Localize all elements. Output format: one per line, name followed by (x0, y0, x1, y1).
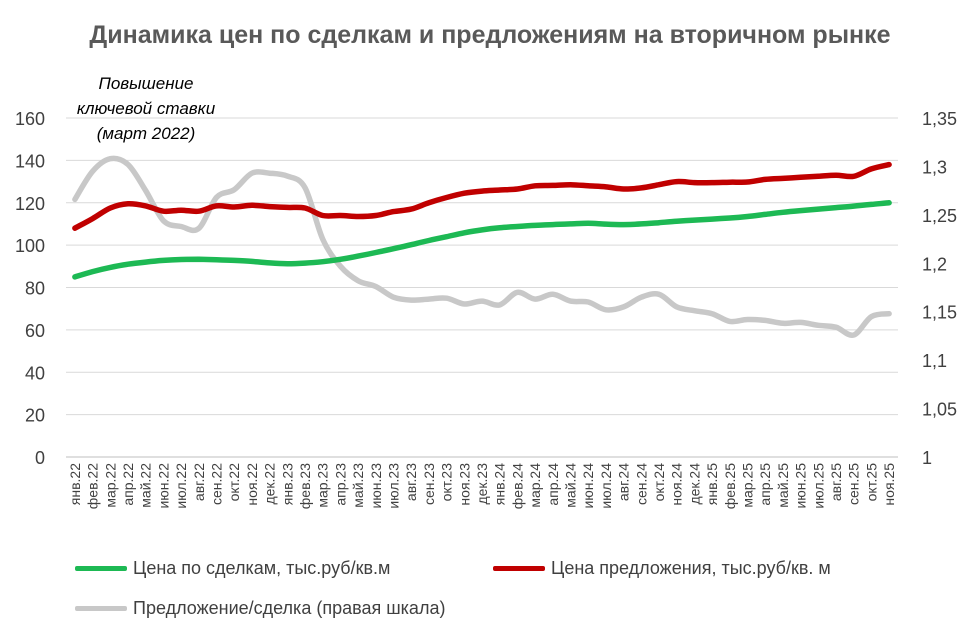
x-tick-label: июл.22 (173, 463, 189, 509)
x-tick-label: сен.23 (421, 463, 437, 505)
x-tick-label: фев.23 (297, 463, 313, 509)
x-tick-label: ноя.24 (669, 463, 685, 506)
y-right-tick-label: 1,3 (922, 157, 947, 177)
y-right-tick-label: 1,2 (922, 254, 947, 274)
legend-swatch (75, 566, 127, 571)
y-left-tick-label: 160 (15, 109, 45, 129)
x-tick-label: окт.25 (863, 463, 879, 502)
y-left-tick-label: 0 (35, 448, 45, 468)
x-tick-label: май.24 (563, 463, 579, 508)
y-left-tick-label: 20 (25, 406, 45, 426)
x-tick-label: июл.25 (810, 463, 826, 509)
legend-label: Цена предложения, тыс.руб/кв. м (551, 558, 831, 578)
x-tick-label: дек.24 (686, 463, 702, 505)
x-tick-label: ноя.23 (456, 463, 472, 506)
x-tick-label: сен.24 (633, 463, 649, 505)
x-tick-label: окт.24 (651, 463, 667, 502)
legend-swatch (493, 566, 545, 571)
y-left-tick-label: 120 (15, 194, 45, 214)
x-tick-label: апр.22 (120, 463, 136, 506)
x-tick-label: сен.25 (846, 463, 862, 505)
y-right-tick-label: 1,1 (922, 351, 947, 371)
y-right-tick-label: 1,35 (922, 109, 957, 129)
x-tick-label: июл.23 (385, 463, 401, 509)
x-tick-label: авг.22 (191, 463, 207, 501)
x-tick-label: фев.25 (722, 463, 738, 509)
y-left-tick-label: 80 (25, 279, 45, 299)
x-tick-label: фев.22 (85, 463, 101, 509)
chart-annotation: Повышение ключевой ставки (март 2022) (76, 74, 216, 143)
x-tick-label: май.23 (350, 463, 366, 508)
y-left-tick-label: 140 (15, 151, 45, 171)
chart-title: Динамика цен по сделкам и предложениям н… (89, 21, 891, 49)
series-line-0 (72, 200, 892, 280)
x-tick-label: авг.25 (828, 463, 844, 501)
x-tick-label: май.25 (775, 463, 791, 508)
x-tick-label: апр.24 (545, 463, 561, 506)
x-tick-label: янв.22 (67, 463, 83, 505)
series-line-1 (72, 161, 892, 231)
legend-label: Цена по сделкам, тыс.руб/кв.м (133, 558, 391, 578)
x-tick-label: мар.24 (527, 463, 543, 508)
x-tick-label: мар.22 (102, 463, 118, 508)
legend-label: Предложение/сделка (правая шкала) (133, 598, 446, 618)
y-right-tick-label: 1 (922, 448, 932, 468)
y-right-tick-label: 1,05 (922, 400, 957, 420)
series-line-2 (72, 155, 892, 338)
x-tick-label: апр.25 (757, 463, 773, 506)
y-left-tick-label: 100 (15, 236, 45, 256)
y-right-tick-label: 1,15 (922, 303, 957, 323)
x-tick-label: май.22 (138, 463, 154, 508)
x-tick-label: авг.24 (616, 463, 632, 501)
x-tick-label: июн.23 (368, 463, 384, 509)
x-tick-label: ноя.25 (881, 463, 897, 506)
x-tick-label: апр.23 (332, 463, 348, 506)
x-tick-label: июн.22 (155, 463, 171, 509)
x-tick-label: окт.23 (439, 463, 455, 502)
x-tick-label: июл.24 (598, 463, 614, 509)
x-tick-label: янв.24 (492, 463, 508, 505)
x-tick-label: июн.24 (580, 463, 596, 509)
x-tick-label: фев.24 (509, 463, 525, 509)
y-left-tick-label: 60 (25, 321, 45, 341)
x-tick-label: авг.23 (403, 463, 419, 501)
x-tick-label: дек.23 (474, 463, 490, 505)
y-right-tick-label: 1,25 (922, 206, 957, 226)
legend-swatch (75, 606, 127, 611)
x-tick-label: окт.22 (226, 463, 242, 502)
legend-item: Предложение/сделка (правая шкала) (75, 598, 445, 619)
y-left-tick-label: 40 (25, 363, 45, 383)
x-tick-label: ноя.22 (244, 463, 260, 506)
x-tick-label: дек.22 (262, 463, 278, 505)
legend-item: Цена предложения, тыс.руб/кв. м (493, 558, 831, 579)
legend-item: Цена по сделкам, тыс.руб/кв.м (75, 558, 390, 579)
x-tick-label: янв.23 (279, 463, 295, 505)
x-tick-label: июн.25 (793, 463, 809, 509)
x-tick-label: сен.22 (208, 463, 224, 505)
x-tick-label: мар.25 (740, 463, 756, 508)
x-tick-label: янв.25 (704, 463, 720, 505)
x-tick-label: мар.23 (315, 463, 331, 508)
